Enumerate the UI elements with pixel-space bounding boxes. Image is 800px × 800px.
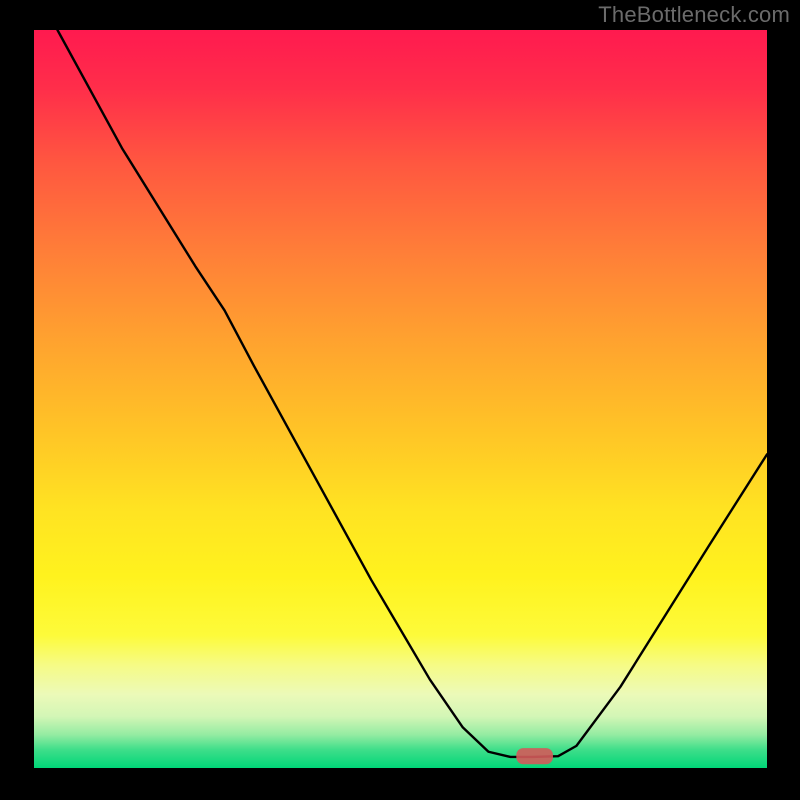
chart-root: TheBottleneck.com <box>0 0 800 800</box>
chart-background-gradient <box>34 30 767 768</box>
bottleneck-chart <box>0 0 800 800</box>
optimal-point-marker <box>516 748 553 764</box>
watermark-text: TheBottleneck.com <box>598 2 790 28</box>
